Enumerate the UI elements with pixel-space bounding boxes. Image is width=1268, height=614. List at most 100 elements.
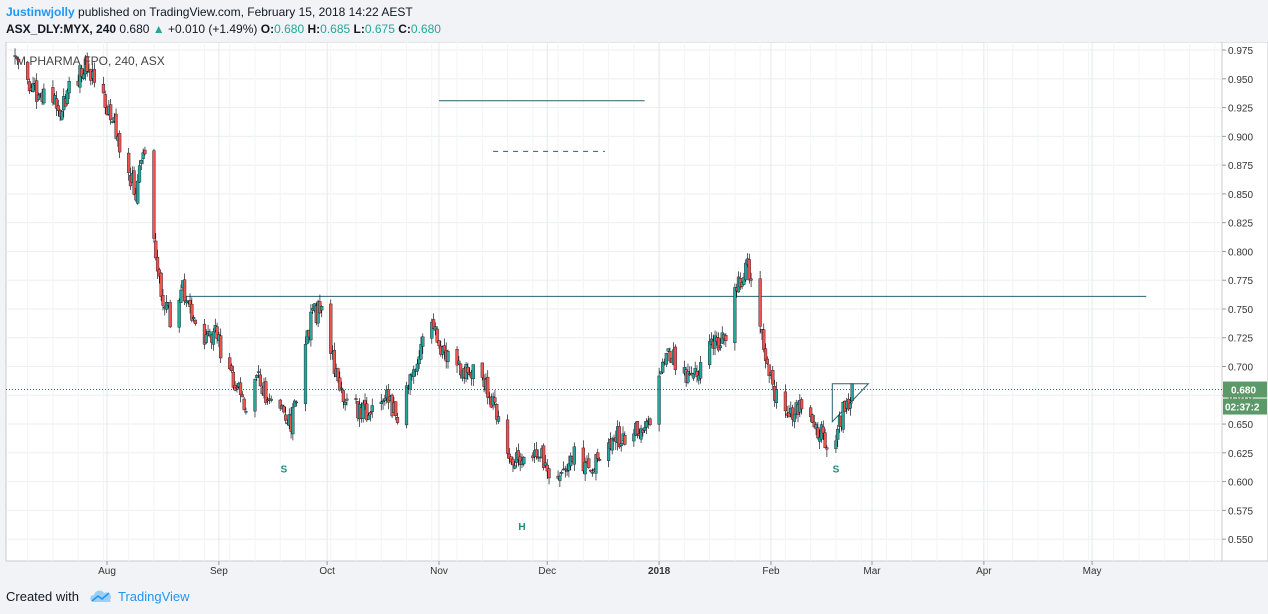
candle-down	[542, 445, 546, 468]
candle-up	[814, 424, 818, 430]
candle-up	[204, 334, 208, 343]
candle-up	[850, 383, 854, 402]
candle-up	[13, 55, 17, 57]
candle-up	[834, 440, 838, 449]
candle-up	[639, 427, 643, 440]
candle-down	[242, 398, 246, 410]
candle-down	[495, 404, 499, 420]
candle-up	[177, 300, 181, 328]
price-tick-label: 0.725	[1228, 334, 1253, 345]
candle-down	[338, 377, 342, 391]
candle-up	[632, 433, 636, 442]
candle-up	[583, 462, 587, 475]
time-axis[interactable]: Aug Sep Oct Nov Dec 2018 Feb Mar Apr May	[98, 561, 1102, 577]
created-with-text: Created with	[6, 589, 79, 604]
price-tick-label: 0.625	[1228, 449, 1253, 460]
candle-up	[294, 401, 299, 404]
candle-up	[590, 472, 594, 474]
footer-bar: Created with TradingView	[0, 580, 1268, 614]
candle-up	[565, 470, 569, 472]
candle-up	[610, 438, 614, 451]
candle-down	[85, 56, 89, 72]
candle-up	[657, 375, 661, 425]
candle-up	[619, 443, 623, 446]
candle-up	[136, 180, 140, 204]
high-value: 0.685	[320, 22, 351, 36]
pattern-label: S	[281, 464, 288, 475]
candle-up	[841, 402, 845, 430]
price-tick-label: 0.925	[1228, 104, 1253, 115]
drawings-layer[interactable]	[6, 100, 1222, 424]
candle-down	[623, 435, 627, 445]
candle-down	[26, 61, 30, 80]
candle-down	[762, 329, 766, 350]
candles-layer	[13, 48, 854, 487]
candle-down	[264, 381, 268, 403]
candle-up	[567, 463, 571, 471]
candle-down	[219, 335, 223, 359]
symbol-label[interactable]: ASX_DLY:MYX, 240	[6, 22, 117, 36]
price-tick-label: 0.900	[1228, 132, 1253, 143]
candle-down	[635, 421, 640, 435]
candle-down	[816, 427, 820, 439]
candle-down	[154, 240, 158, 259]
price-chart[interactable]: Aug Sep Oct Nov Dec 2018 Feb Mar Apr May 0.550 0.5…	[0, 0, 1268, 580]
candle-down	[791, 407, 795, 420]
price-tick-label: 0.775	[1228, 276, 1253, 287]
candle-down	[507, 453, 511, 459]
candle-up	[774, 389, 778, 404]
candle-up	[269, 398, 273, 401]
candle-down	[193, 319, 198, 324]
candle-up	[255, 375, 259, 378]
candle-up	[643, 427, 647, 431]
close-value: 0.680	[410, 22, 441, 36]
published-text: published on TradingView.com, February 1…	[78, 5, 413, 19]
candle-up	[836, 428, 840, 440]
candle-up	[179, 289, 183, 303]
price-scale-background[interactable]	[1221, 41, 1268, 562]
candle-down	[493, 397, 497, 403]
candle-up	[744, 262, 748, 281]
candle-up	[733, 287, 737, 344]
candle-up	[42, 88, 46, 104]
candle-up	[691, 373, 695, 379]
header-bar: Justinwjolly published on TradingView.co…	[0, 0, 1268, 42]
candle-down	[767, 364, 771, 377]
candle-down	[787, 412, 791, 418]
open-value: 0.680	[274, 22, 305, 36]
candle-down	[581, 447, 585, 472]
candle-down	[54, 98, 59, 109]
price-tick-label: 0.950	[1228, 75, 1253, 86]
candle-up	[848, 402, 852, 409]
candle-up	[67, 81, 71, 94]
time-tick-label: May	[1083, 566, 1102, 577]
price-axis[interactable]: 0.5500.5750.6000.6250.6500.6750.7000.725…	[1222, 46, 1267, 546]
candle-up	[471, 364, 475, 380]
candle-up	[572, 446, 576, 465]
candle-up	[446, 351, 450, 363]
candle-down	[717, 337, 721, 351]
candle-up	[367, 415, 371, 420]
candle-down	[215, 326, 219, 339]
candle-up	[164, 302, 169, 310]
candle-up	[558, 475, 562, 481]
candle-down	[228, 357, 232, 370]
candle-down	[588, 469, 593, 472]
candle-down	[238, 382, 243, 395]
candle-up	[253, 378, 257, 412]
author-link[interactable]: Justinwjolly	[6, 5, 75, 19]
candle-down	[486, 376, 490, 398]
candle-up	[208, 331, 212, 337]
candle-down	[641, 429, 645, 433]
candle-up	[370, 405, 374, 412]
candle-down	[821, 426, 825, 434]
candle-down	[823, 432, 827, 448]
candle-down	[332, 350, 336, 374]
tradingview-brand-link[interactable]: TradingView	[118, 589, 190, 604]
low-value: 0.675	[364, 22, 395, 36]
candle-down	[771, 370, 775, 385]
candle-up	[415, 363, 419, 372]
candle-down	[648, 418, 652, 425]
cloud-logo-icon	[90, 590, 112, 602]
candle-up	[560, 471, 564, 474]
